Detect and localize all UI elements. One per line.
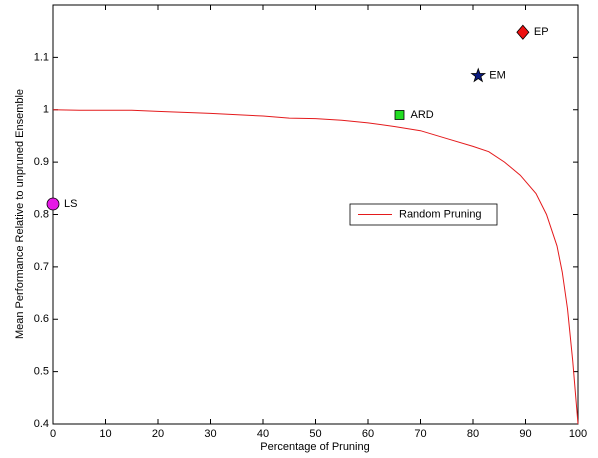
y-tick-label: 0.4 — [34, 418, 49, 430]
point-label: LS — [64, 198, 77, 210]
legend-label: Random Pruning — [399, 208, 482, 220]
point-label: EM — [489, 70, 506, 82]
point-label: EP — [534, 26, 549, 38]
y-tick-label: 0.5 — [34, 366, 49, 378]
y-tick-label: 0.7 — [34, 261, 49, 273]
x-tick-label: 30 — [204, 428, 216, 440]
y-tick-label: 0.6 — [34, 313, 49, 325]
y-tick-label: 1 — [43, 104, 49, 116]
x-tick-label: 60 — [362, 428, 374, 440]
x-tick-label: 70 — [414, 428, 426, 440]
point — [516, 24, 530, 40]
x-tick-label: 20 — [152, 428, 164, 440]
x-tick-label: 10 — [99, 428, 111, 440]
x-tick-label: 90 — [519, 428, 531, 440]
point — [470, 67, 487, 83]
point — [46, 197, 60, 211]
x-tick-label: 0 — [50, 428, 56, 440]
x-tick-label: 40 — [257, 428, 269, 440]
x-tick-label: 50 — [309, 428, 321, 440]
y-axis-label: Mean Performance Relative to unpruned En… — [14, 89, 26, 339]
line — [52, 109, 579, 425]
x-tick-label: 100 — [569, 428, 587, 440]
plot-frame — [52, 4, 579, 425]
y-tick-label: 1.1 — [34, 51, 49, 63]
x-tick-label: 80 — [467, 428, 479, 440]
point-label: ARD — [411, 109, 434, 121]
legend-box — [349, 203, 498, 226]
y-tick-label: 0.9 — [34, 156, 49, 168]
x-axis-label: Percentage of Pruning — [260, 441, 369, 453]
point — [394, 110, 405, 120]
y-tick-label: 0.8 — [34, 208, 49, 220]
